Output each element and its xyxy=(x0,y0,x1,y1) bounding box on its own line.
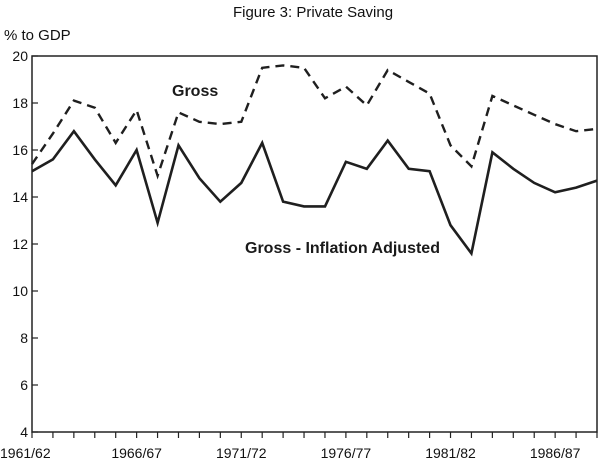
y-tick-label: 20 xyxy=(12,48,28,64)
y-tick-label: 6 xyxy=(20,377,28,393)
y-tick-label: 18 xyxy=(12,95,28,111)
x-tick-label: 1986/87 xyxy=(530,445,581,461)
y-tick-label: 10 xyxy=(12,283,28,299)
x-axis: 1961/62 1966/67 1971/72 1976/77 1981/82 1986/… xyxy=(0,432,598,461)
x-tick-label: 1966/67 xyxy=(111,445,162,461)
series-line-gross xyxy=(31,64,598,180)
y-tick-label: 14 xyxy=(12,189,28,205)
annotation-gross: Gross xyxy=(172,83,218,100)
y-axis: 4 6 8 10 12 14 16 18 20 xyxy=(12,48,38,440)
y-tick-label: 16 xyxy=(12,142,28,158)
x-tick-label: 1971/72 xyxy=(216,445,267,461)
x-tick-label: 1981/82 xyxy=(425,445,476,461)
y-axis-label: % to GDP xyxy=(4,27,71,44)
y-tick-label: 8 xyxy=(20,330,28,346)
y-tick-label: 12 xyxy=(12,236,28,252)
series-line-gross-inflation-adjusted xyxy=(31,129,598,257)
series-group xyxy=(31,64,598,257)
chart-title: Figure 3: Private Saving xyxy=(233,4,393,21)
y-tick-label: 4 xyxy=(20,424,28,440)
x-tick-label: 1961/62 xyxy=(0,445,51,461)
annotation-gross-inflation-adjusted: Gross - Inflation Adjusted xyxy=(245,240,440,257)
x-tick-label: 1976/77 xyxy=(321,445,372,461)
